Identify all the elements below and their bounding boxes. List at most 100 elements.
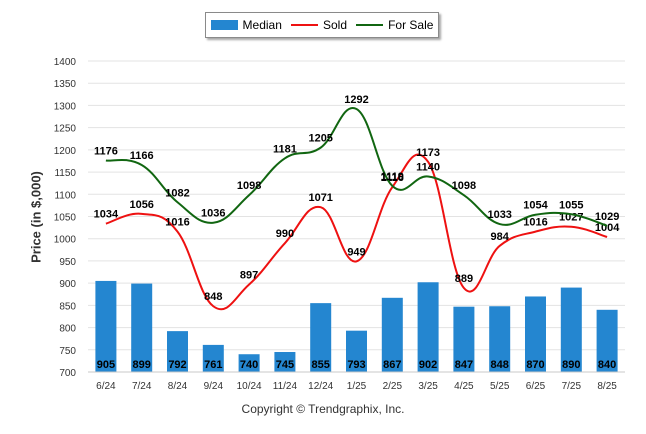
for-sale-value-label: 1098 [237,180,261,192]
legend-swatch-sold [290,24,318,26]
y-tick-label: 1350 [54,79,77,90]
bar-value-label: 840 [598,359,616,371]
legend-swatch-for-sale [356,24,384,26]
y-tick-label: 1300 [54,101,77,112]
legend-label-sold: Sold [322,18,347,32]
for-sale-value-label: 1292 [344,94,368,106]
sold-value-label: 848 [204,291,222,303]
y-tick-label: 1100 [54,190,76,201]
x-tick-label: 4/25 [454,381,474,392]
y-tick-label: 1150 [54,168,76,179]
sold-value-label: 1056 [129,199,153,211]
legend-item-sold: Sold [290,18,347,32]
bar-value-label: 745 [276,359,294,371]
y-tick-label: 1400 [54,57,77,68]
bar-value-label: 847 [455,359,473,371]
bar-median [489,306,511,372]
bar-value-label: 793 [347,359,365,371]
bar-median [346,330,367,372]
bar-value-label: 902 [419,359,437,371]
legend-swatch-median [210,20,238,30]
bar-median [381,297,403,372]
bar-median [202,344,224,372]
for-sale-value-label: 1176 [94,146,118,158]
x-tick-label: 3/25 [418,381,438,392]
for-sale-value-label: 1082 [165,187,189,199]
for-sale-value-label: 1181 [273,143,297,155]
for-sale-value-label: 1205 [308,133,332,145]
bar-value-label: 870 [526,359,544,371]
copyright-text: Copyright © Trendgraphix, Inc. [241,402,405,416]
bar-value-label: 867 [383,359,401,371]
line-sold [105,153,608,311]
for-sale-value-label: 1029 [595,211,619,223]
y-tick-label: 1050 [54,213,77,224]
bar-median [453,306,475,372]
sold-value-label: 897 [240,269,258,281]
x-tick-label: 8/24 [168,381,188,392]
sold-value-label: 1016 [523,217,547,229]
y-tick-label: 850 [59,301,76,312]
bar-value-label: 792 [168,359,186,371]
sold-value-label: 984 [491,231,510,243]
sold-value-label: 1173 [416,147,440,159]
x-tick-label: 12/24 [308,381,333,392]
for-sale-value-label: 1036 [201,208,225,220]
x-tick-label: 11/24 [273,381,298,392]
y-tick-label: 750 [59,346,76,357]
bar-median [310,303,332,372]
bar-value-label: 740 [240,359,258,371]
bar-value-label: 899 [133,359,151,371]
chart-legend: Median Sold For Sale [205,12,439,38]
sold-value-label: 1016 [165,217,189,229]
bar-median [560,287,582,372]
y-tick-label: 800 [59,324,76,335]
bar-median [525,296,546,372]
for-sale-value-label: 1033 [487,209,511,221]
bar-median [131,283,153,372]
bar-value-label: 855 [312,359,330,371]
bar-median [238,354,260,372]
bar-median [95,280,117,372]
sold-value-label: 889 [455,273,473,285]
y-tick-label: 1000 [54,235,77,246]
y-tick-label: 1250 [54,124,77,135]
legend-item-median: Median [210,18,282,32]
x-tick-label: 8/25 [597,381,617,392]
bar-median [596,309,618,372]
x-tick-label: 10/24 [237,381,262,392]
for-sale-value-label: 1054 [523,200,548,212]
sold-value-label: 1071 [308,192,332,204]
bar-median [167,331,188,372]
x-tick-label: 7/25 [562,381,582,392]
for-sale-value-label: 1119 [381,171,404,183]
bar-value-label: 761 [204,359,222,371]
for-sale-value-label: 1098 [452,180,476,192]
bar-median [417,282,439,372]
line-for-sale [105,106,608,227]
sold-value-label: 1034 [94,209,119,221]
y-tick-label: 950 [59,257,76,268]
x-tick-label: 7/24 [132,381,152,392]
for-sale-value-label: 1140 [416,162,440,174]
y-tick-label: 900 [59,279,76,290]
x-tick-label: 9/24 [204,381,224,392]
bar-value-label: 905 [97,359,115,371]
sold-value-label: 990 [276,228,294,240]
sold-value-label: 949 [347,246,365,258]
x-tick-label: 2/25 [383,381,403,392]
x-tick-label: 6/24 [96,381,116,392]
bar-value-label: 890 [562,359,580,371]
sold-value-label: 1116 [381,172,404,184]
legend-label-median: Median [242,18,282,32]
x-tick-label: 1/25 [347,381,367,392]
y-tick-label: 700 [59,368,76,379]
y-tick-label: 1200 [54,146,77,157]
for-sale-value-label: 1166 [130,150,154,162]
bar-median [274,352,296,372]
x-tick-label: 5/25 [490,381,510,392]
x-tick-label: 6/25 [526,381,546,392]
bar-value-label: 848 [491,359,509,371]
legend-label-for-sale: For Sale [388,18,434,32]
